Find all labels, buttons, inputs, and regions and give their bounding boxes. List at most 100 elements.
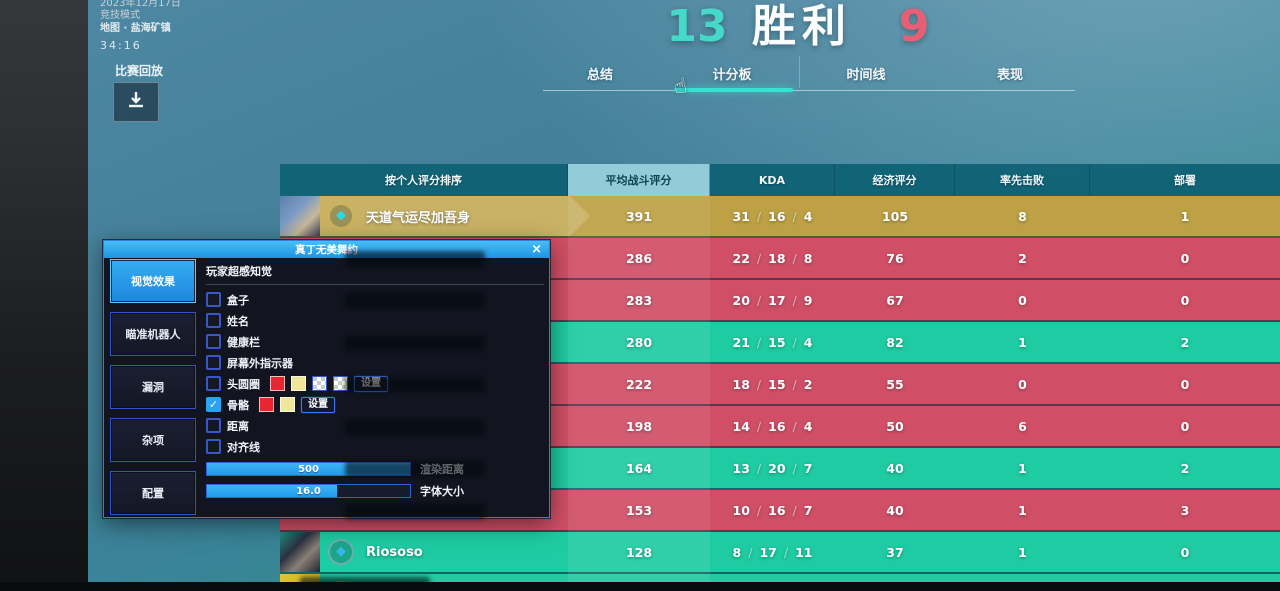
match-mode: 竞技模式 xyxy=(100,10,140,21)
scoreboard-row[interactable]: ◆ 天道气运尽加吾身 391 31 / 16 / 4 105 8 1 xyxy=(280,196,1280,238)
cell-first-bloods: 6 xyxy=(1018,418,1027,434)
overlay-tab-item[interactable]: 配置 xyxy=(110,471,196,515)
cell-kda: 20 / 17 / 9 xyxy=(710,280,835,320)
slider-track[interactable] xyxy=(206,462,411,476)
cell-plants: 0 xyxy=(1180,292,1190,308)
overlay-titlebar[interactable]: 真丁无美舞约 xyxy=(104,241,549,258)
cell-econ-rating: 55 xyxy=(886,376,904,392)
score-team-left: 13 xyxy=(666,1,728,52)
cell-first-bloods: 1 xyxy=(1018,502,1027,518)
replay-download-button[interactable] xyxy=(113,82,159,122)
replay-label: 比赛回放 xyxy=(115,64,164,78)
overlay-tab-active[interactable]: 视觉效果 xyxy=(110,259,196,303)
kda-separator: / xyxy=(756,418,762,434)
kda-separator: / xyxy=(792,208,797,224)
esp-option-label: 屏幕外指示器 xyxy=(227,356,293,370)
red-color-swatch[interactable] xyxy=(270,376,285,391)
kda-separator: / xyxy=(756,292,762,308)
kda-assists: 2 xyxy=(803,376,813,392)
slider-row: 16.0 字体大小 xyxy=(206,482,544,501)
settings-button[interactable]: 设置 xyxy=(354,375,388,392)
esp-option-row: 屏幕外指示器 xyxy=(206,352,544,373)
checker-color-swatch[interactable] xyxy=(312,376,327,391)
kda-separator: / xyxy=(748,544,753,560)
cell-first-bloods: 1 xyxy=(1018,544,1027,560)
esp-option-label: 对齐线 xyxy=(227,440,260,454)
match-score: 13 胜利 9 xyxy=(88,0,1280,58)
tab-summary[interactable]: 总结 xyxy=(586,68,614,83)
cell-kda: 10 / 16 / 7 xyxy=(710,490,835,530)
header-kda[interactable]: KDA xyxy=(710,164,835,196)
cell-kda: 14 / 16 / 4 xyxy=(710,406,835,446)
cell-plants: 1 xyxy=(1180,208,1190,224)
checkbox[interactable]: ✓ xyxy=(206,397,221,412)
esp-sliders: 500 渲染距离 16.0 字体大小 xyxy=(206,460,544,501)
cell-first-bloods: 2 xyxy=(1018,250,1027,266)
checkbox[interactable] xyxy=(206,334,221,349)
checkbox[interactable] xyxy=(206,418,221,433)
yellow-color-swatch[interactable] xyxy=(291,376,306,391)
esp-options: 盒子 姓名 健康栏 屏幕外指示器 头圆圈 设置 ✓ 骨骼 设置 距离 对齐线 xyxy=(206,289,544,457)
header-first-bloods[interactable]: 率先击败 xyxy=(955,164,1090,196)
cell-kda: 22 / 18 / 8 xyxy=(710,238,835,278)
overlay-tab-item[interactable]: 瞄准机器人 xyxy=(110,312,196,356)
scoreboard-row[interactable]: ◆ Riososo 128 8 / 17 / 11 37 1 0 xyxy=(280,532,1280,574)
yellow-color-swatch[interactable] xyxy=(280,397,295,412)
header-sort-by-rating[interactable]: 按个人评分排序 xyxy=(280,164,568,196)
kda-kills: 31 xyxy=(732,208,750,224)
slider-label: 渲染距离 xyxy=(420,463,464,476)
esp-option-row: 头圆圈 设置 xyxy=(206,373,544,394)
kda-kills: 13 xyxy=(732,460,750,476)
section-divider xyxy=(206,284,544,285)
tab-timeline[interactable]: 时间线 xyxy=(846,68,886,83)
checkbox[interactable] xyxy=(206,376,221,391)
checker-color-swatch[interactable] xyxy=(333,376,348,391)
cell-first-bloods: 1 xyxy=(1018,460,1027,476)
esp-option-row: ✓ 骨骼 设置 xyxy=(206,394,544,415)
kda-separator: / xyxy=(792,250,797,266)
cell-plants: 0 xyxy=(1180,250,1190,266)
overlay-tab-item[interactable]: 漏洞 xyxy=(110,365,196,409)
header-econ-rating[interactable]: 经济评分 xyxy=(835,164,955,196)
slider-track[interactable] xyxy=(206,484,411,498)
kda-assists: 11 xyxy=(795,544,813,560)
kda-separator: / xyxy=(792,376,797,392)
active-tab-underline xyxy=(674,88,793,92)
kda-separator: / xyxy=(792,334,797,350)
cell-plants: 0 xyxy=(1180,376,1190,392)
kda-deaths: 17 xyxy=(759,544,777,560)
kda-deaths: 20 xyxy=(768,460,786,476)
checkbox[interactable] xyxy=(206,439,221,454)
photo-edge-bottom xyxy=(0,582,1280,591)
kda-kills: 8 xyxy=(732,544,742,560)
red-color-swatch[interactable] xyxy=(259,397,274,412)
kda-deaths: 16 xyxy=(768,502,786,518)
cheat-overlay-panel: 真丁无美舞约 × 视觉效果 瞄准机器人 漏洞 杂项 配置 玩家超感知觉 盒子 姓名 健康栏屏… xyxy=(103,240,550,518)
cell-kda: 31 / 16 / 4 xyxy=(710,196,835,236)
match-map: 地图 · 盐海矿镇 xyxy=(100,23,171,34)
cell-econ-rating: 82 xyxy=(886,334,904,350)
cell-avg-combat-score: 128 xyxy=(625,544,653,560)
header-plants[interactable]: 部署 xyxy=(1090,164,1280,196)
cell-kda: 21 / 15 / 4 xyxy=(710,322,835,362)
cell-econ-rating: 105 xyxy=(881,208,909,224)
cell-kda: 18 / 15 / 2 xyxy=(710,364,835,404)
esp-option-row: 姓名 xyxy=(206,310,544,331)
agent-avatar xyxy=(280,196,320,236)
overlay-tab-item[interactable]: 杂项 xyxy=(110,418,196,462)
esp-option-row: 健康栏 xyxy=(206,331,544,352)
checkbox[interactable] xyxy=(206,292,221,307)
cell-avg-combat-score: 198 xyxy=(625,418,653,434)
esp-option-row: 对齐线 xyxy=(206,436,544,457)
cell-econ-rating: 40 xyxy=(886,460,904,476)
kda-kills: 21 xyxy=(732,334,750,350)
tab-performance[interactable]: 表现 xyxy=(996,68,1024,83)
header-avg-combat-score[interactable]: 平均战斗评分 xyxy=(568,164,710,196)
settings-button[interactable]: 设置 xyxy=(301,396,335,413)
kda-separator: / xyxy=(792,502,797,518)
checkbox[interactable] xyxy=(206,355,221,370)
tab-scoreboard[interactable]: 计分板 xyxy=(712,68,752,83)
close-icon[interactable]: × xyxy=(531,242,542,257)
checkbox[interactable] xyxy=(206,313,221,328)
